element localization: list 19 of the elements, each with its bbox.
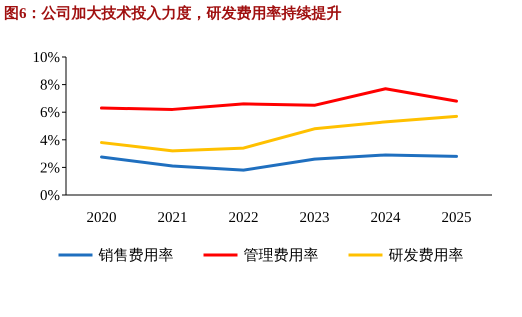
line-series bbox=[100, 153, 458, 172]
y-tick-label: 10% bbox=[32, 50, 60, 66]
y-tick-label: 6% bbox=[40, 105, 60, 122]
line-series bbox=[100, 114, 458, 152]
line-series bbox=[100, 87, 458, 111]
legend-label: 管理费用率 bbox=[244, 247, 318, 264]
y-tick-label: 8% bbox=[40, 78, 60, 94]
x-tick-label: 2025 bbox=[442, 210, 472, 226]
y-tick-label: 2% bbox=[40, 160, 60, 176]
y-tick-label: 4% bbox=[40, 132, 60, 149]
x-tick-label: 2022 bbox=[228, 210, 258, 226]
legend-label: 销售费用率 bbox=[98, 247, 174, 264]
legend-label: 研发费用率 bbox=[388, 247, 464, 264]
x-tick-label: 2021 bbox=[158, 210, 188, 226]
y-tick-label: 0% bbox=[40, 188, 60, 204]
x-tick-label: 2024 bbox=[370, 210, 401, 226]
x-tick-label: 2020 bbox=[86, 210, 116, 226]
x-tick-label: 2023 bbox=[300, 210, 330, 226]
chart-title: 图6：公司加大技术投入力度，研发费用率持续提升 bbox=[4, 4, 342, 22]
